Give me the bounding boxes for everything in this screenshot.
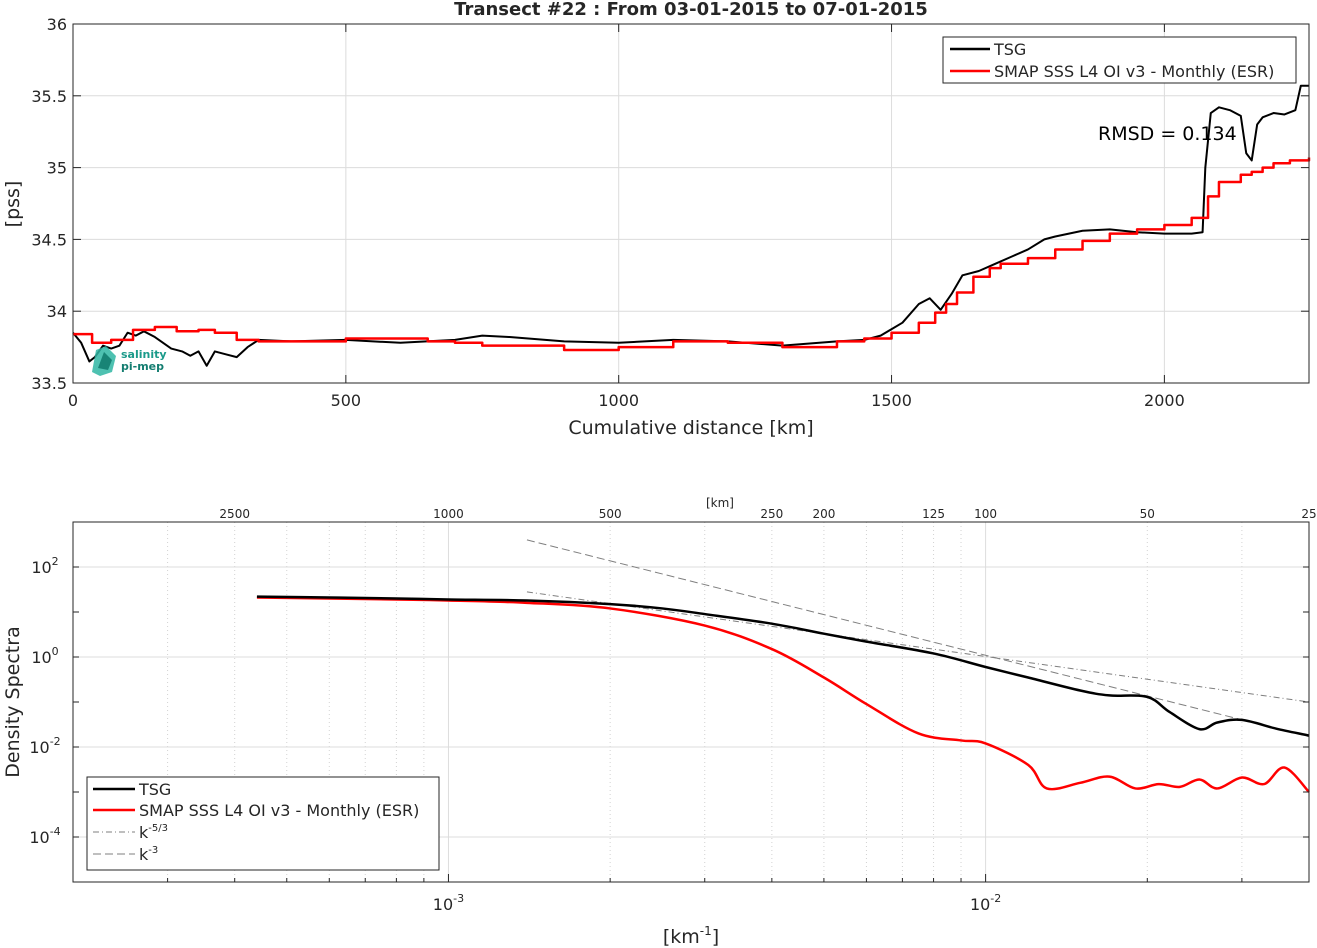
top-axis-tick-label: 200 [812, 507, 835, 521]
logo-mark-inner [98, 352, 112, 370]
k53-exp: -5/3 [148, 823, 168, 834]
logo-text-salinity: salinity [121, 348, 167, 361]
ytick-exp: 2 [52, 555, 59, 568]
ytick-exp: 0 [52, 645, 59, 658]
bottom-ytick-label: 10-4 [29, 825, 60, 847]
ytick-base: 10 [29, 828, 49, 847]
top-ytick-label: 35.5 [31, 87, 67, 106]
rmsd-annotation: RMSD = 0.134 [1098, 123, 1237, 145]
k-3-reference [526, 539, 1310, 738]
top-ticks: 0 500 1000 1500 2000 33.5 34 34.5 35 35.5 36 [31, 15, 1309, 410]
bottom-xlabel-end: ] [712, 926, 719, 948]
bottom-legend-tsg-label: TSG [138, 780, 171, 799]
salinity-pimep-logo: salinity pi-mep [92, 346, 167, 376]
tsg-spectrum [256, 595, 1310, 737]
top-axis-tick-label: 25 [1301, 507, 1316, 521]
top-axis-tick-label: 500 [599, 507, 622, 521]
top-axis-tick-label: 100 [974, 507, 997, 521]
k-5-3-reference [526, 591, 1310, 703]
bottom-series [256, 539, 1310, 793]
top-axis-tick-label: 1000 [433, 507, 464, 521]
ytick-exp: -2 [50, 735, 61, 748]
k3-exp: -3 [148, 845, 158, 856]
top-ytick-label: 33.5 [31, 374, 67, 393]
top-xlabel: Cumulative distance [km] [568, 417, 813, 439]
smap-spectrum [256, 596, 1310, 793]
bottom-legend-k3-label: k-3 [139, 845, 158, 864]
bottom-xlabel-base: [km [663, 926, 700, 948]
top-axes-box [72, 23, 1310, 384]
bottom-xtick-label: 10-2 [970, 892, 1001, 914]
bottom-ytick-label: 10-2 [29, 735, 60, 757]
top-axis-tick-label: 2500 [219, 507, 250, 521]
top-legend: TSG SMAP SSS L4 OI v3 - Monthly (ESR) [942, 36, 1297, 84]
top-xtick-label: 500 [331, 391, 362, 410]
top-series [72, 84, 1311, 367]
bottom-legend-smap-label: SMAP SSS L4 OI v3 - Monthly (ESR) [139, 801, 419, 820]
logo-text-pimep: pi-mep [121, 360, 164, 373]
bottom-ylabel: Density Spectra [2, 626, 24, 777]
top-xtick-label: 1500 [871, 391, 912, 410]
top-chart: Transect #22 : From 03-01-2015 to 07-01-… [2, 0, 1311, 439]
bottom-xlabel-exp: -1 [700, 924, 712, 938]
top-axis-label: [km] [706, 496, 734, 510]
top-ytick-label: 34 [47, 302, 67, 321]
top-xtick-label: 0 [68, 391, 78, 410]
top-xtick-label: 2000 [1144, 391, 1185, 410]
bottom-legend: TSG SMAP SSS L4 OI v3 - Monthly (ESR) k-… [86, 776, 440, 871]
top-ytick-label: 36 [47, 15, 67, 34]
ytick-exp: -4 [50, 825, 61, 838]
xtick-base: 10 [970, 895, 990, 914]
top-chart-title: Transect #22 : From 03-01-2015 to 07-01-… [454, 0, 928, 20]
xtick-exp: -2 [990, 892, 1001, 905]
top-ylabel: [pss] [2, 181, 24, 228]
k3-base: k [139, 845, 149, 864]
xtick-exp: -3 [453, 892, 464, 905]
bottom-legend-k53-label: k-5/3 [139, 823, 168, 842]
ytick-base: 10 [29, 738, 49, 757]
top-legend-box [942, 36, 1297, 84]
top-axis-tick-label: 50 [1140, 507, 1155, 521]
bottom-ytick-label: 102 [31, 555, 58, 577]
bottom-xtick-label: 10-3 [433, 892, 464, 914]
top-xtick-label: 1000 [598, 391, 639, 410]
top-axis-tick-label: 125 [922, 507, 945, 521]
bottom-legend-box [86, 776, 440, 871]
top-ytick-label: 35 [47, 159, 67, 178]
top-legend-tsg-label: TSG [993, 40, 1026, 59]
k53-base: k [139, 823, 149, 842]
bottom-xlabel: [km-1] [663, 924, 719, 948]
xtick-base: 10 [433, 895, 453, 914]
ytick-base: 10 [31, 648, 51, 667]
ytick-base: 10 [31, 558, 51, 577]
bottom-ytick-label: 100 [31, 645, 58, 667]
top-legend-smap-label: SMAP SSS L4 OI v3 - Monthly (ESR) [994, 62, 1274, 81]
top-ytick-label: 34.5 [31, 230, 67, 249]
top-axis-tick-label: 250 [760, 507, 783, 521]
smap-line [73, 157, 1311, 352]
